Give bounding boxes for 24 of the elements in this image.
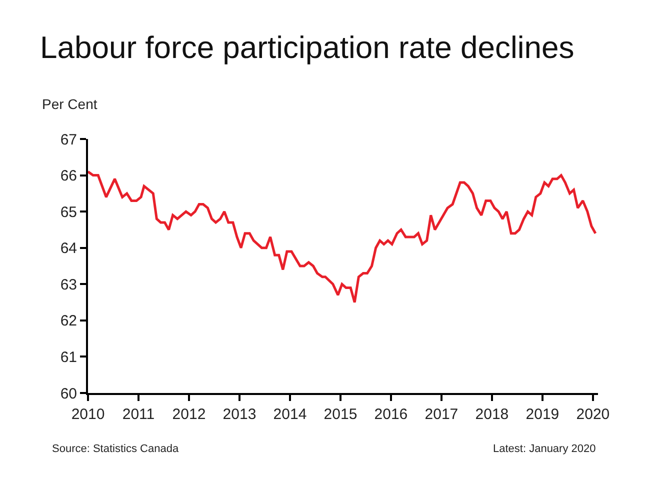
y-tick-label: 63 [60, 276, 77, 294]
y-tick-label: 66 [60, 168, 77, 185]
x-tick-label: 2010 [71, 406, 105, 423]
x-tick-label: 2017 [424, 406, 458, 423]
y-tick-label: 65 [60, 204, 77, 221]
x-tick-label: 2013 [222, 406, 256, 423]
y-tick-label: 60 [60, 385, 77, 402]
y-tick-label: 61 [60, 348, 77, 366]
y-tick-label: 64 [60, 240, 77, 258]
x-tick-label: 2018 [475, 406, 509, 423]
text: Latest: January 2020 [493, 443, 596, 455]
line-series [88, 170, 597, 304]
x-tick-label: 2016 [374, 406, 408, 423]
x-tick-label: 2015 [324, 406, 358, 423]
y-tick-label: 62 [60, 312, 77, 330]
y-tick-label: 67 [60, 131, 77, 148]
x-tick-label: 2012 [172, 406, 206, 423]
x-tick-label: 2020 [576, 406, 610, 423]
source-note: Source: Statistics Canada [52, 443, 180, 455]
x-tick-label: 2019 [526, 406, 560, 423]
x-tick-label: 2014 [273, 406, 307, 423]
x-tick-label: 2011 [122, 406, 155, 423]
chart-title: Labour force participation rate declines [40, 30, 574, 65]
y-axis-title: Per Cent [42, 96, 98, 112]
